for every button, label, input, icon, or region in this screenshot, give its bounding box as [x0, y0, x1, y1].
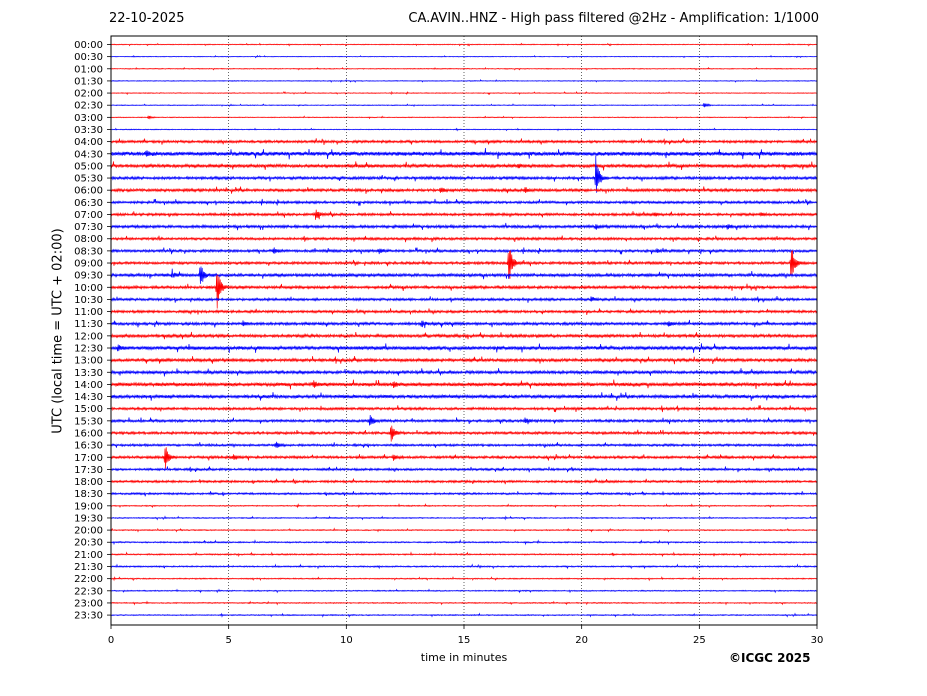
trace-row-0730: [110, 222, 817, 231]
y-tick-label: 17:00: [74, 453, 103, 464]
y-tick-label: 19:00: [74, 501, 103, 512]
y-tick-label: 01:30: [74, 76, 103, 87]
x-tick-labels: 0 5 10 15 20 25 30: [108, 625, 824, 646]
trace-row-1230: [110, 343, 817, 353]
y-tick-label: 04:30: [74, 149, 103, 160]
x-tick-label: 0: [108, 635, 114, 646]
trace-row-1430: [110, 392, 817, 401]
y-tick-label: 18:30: [74, 489, 103, 500]
y-tick-label: 23:30: [74, 611, 103, 622]
x-tick-label: 15: [458, 635, 471, 646]
y-tick-label: 09:00: [74, 259, 103, 270]
x-tick-label: 5: [225, 635, 231, 646]
trace-row-1900: [110, 503, 817, 509]
y-tick-label: 21:00: [74, 550, 103, 561]
trace-row-2030: [110, 538, 817, 546]
y-tick-label: 00:30: [74, 52, 103, 63]
y-tick-label: 03:30: [74, 125, 103, 136]
trace-row-0800: [110, 235, 817, 243]
trace-row-1200: [110, 331, 817, 340]
y-tick-label: 06:00: [74, 186, 103, 197]
y-tick-label: 13:00: [74, 356, 103, 367]
y-tick-label: 02:30: [74, 101, 103, 112]
y-tick-label: 01:00: [74, 64, 103, 75]
trace-row-1400: [110, 379, 817, 390]
trace-row-1100: [110, 308, 817, 316]
trace-row-2100: [110, 551, 817, 558]
y-tick-label: 03:00: [74, 113, 103, 124]
trace-row-0700: [110, 209, 817, 220]
grid-lines: [228, 36, 700, 625]
y-tick-label: 16:00: [74, 428, 103, 439]
trace-row-1000: [110, 274, 817, 309]
y-tick-label: 20:00: [74, 526, 103, 537]
y-tick-label: 07:00: [74, 210, 103, 221]
trace-row-1600: [110, 425, 817, 442]
y-tick-label: 15:00: [74, 404, 103, 415]
y-tick-label: 13:30: [74, 368, 103, 379]
trace-row-1030: [110, 296, 817, 303]
y-tick-label: 19:30: [74, 513, 103, 524]
y-tick-label: 05:30: [74, 174, 103, 185]
y-tick-label: 08:00: [74, 234, 103, 245]
y-tick-label: 12:00: [74, 331, 103, 342]
trace-row-2200: [110, 576, 817, 582]
trace-row-2130: [110, 563, 817, 570]
y-tick-label: 08:30: [74, 246, 103, 257]
trace-row-0900: [110, 250, 817, 279]
trace-row-2330: [110, 612, 817, 618]
trace-row-0130: [110, 78, 817, 83]
y-tick-label: 14:00: [74, 380, 103, 391]
copyright-label: ©ICGC 2025: [729, 651, 811, 665]
y-tick-label: 02:00: [74, 89, 103, 100]
trace-row-1330: [110, 368, 817, 377]
trace-row-0830: [110, 247, 817, 255]
date-label: 22-10-2025: [109, 11, 185, 26]
y-tick-label: 07:30: [74, 222, 103, 233]
trace-row-2000: [110, 527, 817, 533]
trace-row-0430: [110, 148, 817, 160]
x-axis-label: time in minutes: [420, 651, 508, 664]
y-tick-label: 04:00: [74, 137, 103, 148]
y-tick-label: 20:30: [74, 538, 103, 549]
trace-row-0000: [110, 42, 817, 47]
y-tick-label: 14:30: [74, 392, 103, 403]
trace-row-1930: [110, 515, 817, 521]
y-tick-label: 12:30: [74, 344, 103, 355]
y-tick-label: 11:30: [74, 319, 103, 330]
y-tick-label: 18:00: [74, 477, 103, 488]
trace-row-1800: [110, 478, 817, 485]
trace-row-0030: [110, 54, 817, 59]
x-tick-label: 20: [575, 635, 588, 646]
trace-row-0200: [110, 90, 817, 96]
trace-row-2300: [110, 600, 817, 606]
x-tick-label: 30: [811, 635, 824, 646]
trace-row-1130: [110, 319, 817, 329]
y-tick-label: 06:30: [74, 198, 103, 209]
y-tick-label: 22:30: [74, 586, 103, 597]
y-tick-label: 10:30: [74, 295, 103, 306]
chart-title: CA.AVIN..HNZ - High pass filtered @2Hz -…: [408, 11, 819, 26]
y-tick-label: 11:00: [74, 307, 103, 318]
x-tick-label: 10: [340, 635, 353, 646]
y-tick-label: 21:30: [74, 562, 103, 573]
trace-row-2230: [110, 588, 817, 594]
y-tick-label: 23:00: [74, 598, 103, 609]
trace-row-1300: [110, 355, 817, 365]
y-tick-label: 17:30: [74, 465, 103, 476]
y-tick-label: 16:30: [74, 441, 103, 452]
trace-row-0100: [110, 66, 817, 71]
y-tick-label: 22:00: [74, 574, 103, 585]
y-tick-label: 15:30: [74, 416, 103, 427]
y-tick-label: 00:00: [74, 40, 103, 51]
y-tick-label: 09:30: [74, 271, 103, 282]
y-tick-label: 10:00: [74, 283, 103, 294]
y-tick-label: 05:00: [74, 161, 103, 172]
x-tick-label: 25: [693, 635, 706, 646]
